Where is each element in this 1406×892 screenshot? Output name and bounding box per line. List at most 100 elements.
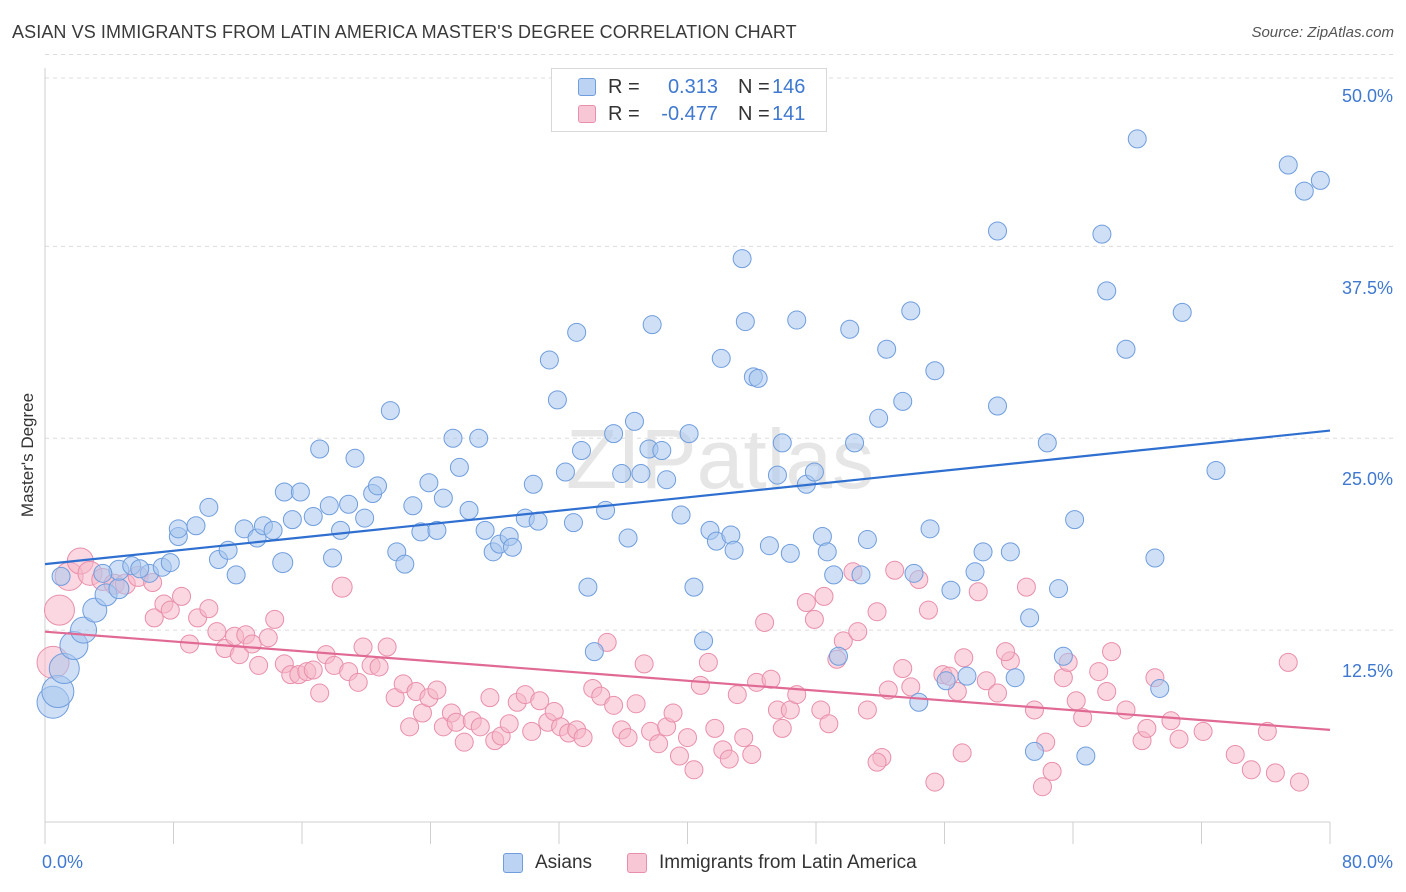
- latin-point: [727, 685, 747, 705]
- asian-point: [345, 448, 365, 468]
- asian-point: [427, 520, 447, 540]
- latin-point: [427, 680, 447, 700]
- asian-point: [160, 553, 180, 573]
- latin-point: [470, 717, 490, 737]
- asian-point: [547, 390, 567, 410]
- asian-point: [804, 462, 824, 482]
- asian-point: [528, 511, 548, 531]
- latin-point: [684, 760, 704, 780]
- latin-point: [867, 602, 887, 622]
- latin-point: [698, 652, 718, 672]
- asian-point: [694, 631, 714, 651]
- latin-point: [1066, 691, 1086, 711]
- asian-point: [567, 322, 587, 342]
- asian-point: [780, 543, 800, 563]
- asian-point: [1278, 155, 1298, 175]
- asian-point: [604, 424, 624, 444]
- latin-point: [1225, 744, 1245, 764]
- latin-point: [885, 560, 905, 580]
- latin-point: [772, 718, 792, 738]
- latin-point: [649, 734, 669, 754]
- asian-point: [1065, 510, 1085, 530]
- n-label: N =: [738, 102, 770, 125]
- asian-point: [988, 221, 1008, 241]
- legend-label-latin: Immigrants from Latin America: [659, 852, 917, 873]
- asian-point: [70, 616, 98, 644]
- asian-swatch: [578, 78, 596, 96]
- asian-point: [433, 488, 453, 508]
- asian-point: [767, 465, 787, 485]
- legend-item-asians[interactable]: Asians: [503, 852, 592, 874]
- series-legend: Asians Immigrants from Latin America: [0, 852, 1406, 878]
- asian-point: [901, 301, 921, 321]
- latin-point: [249, 655, 269, 675]
- r-value: 0.313: [667, 75, 718, 98]
- legend-label-asians: Asians: [535, 852, 593, 873]
- asian-point: [735, 312, 755, 332]
- latin-point: [1161, 711, 1181, 731]
- asian-point: [828, 646, 848, 666]
- latin-point: [1097, 682, 1117, 702]
- latin-point: [400, 717, 420, 737]
- latin-point: [918, 600, 938, 620]
- y-tick-37-5: 37.5%: [1341, 278, 1393, 298]
- asian-point: [130, 559, 150, 579]
- asian-point: [612, 464, 632, 484]
- y-tick-50: 50.0%: [1341, 86, 1393, 106]
- n-value: 146: [772, 75, 806, 98]
- asian-point: [226, 565, 246, 585]
- latin-point: [522, 721, 542, 741]
- asian-point: [563, 513, 583, 533]
- latin-point: [819, 714, 839, 734]
- latin-swatch: [578, 105, 596, 123]
- latin-point: [925, 772, 945, 792]
- latin-point: [893, 659, 913, 678]
- chart-title: ASIAN VS IMMIGRANTS FROM LATIN AMERICA M…: [12, 22, 797, 42]
- latin-point: [755, 612, 775, 632]
- latin-swatch: [627, 853, 647, 873]
- latin-point: [867, 752, 887, 772]
- latin-point: [878, 680, 898, 700]
- asian-point: [909, 692, 929, 712]
- asian-point: [459, 500, 479, 520]
- asian-point: [1097, 281, 1117, 301]
- stats-legend: R = 0.313 N = 146 R = -0.477 N = 141: [551, 68, 827, 132]
- asian-point: [449, 457, 469, 477]
- legend-item-latin[interactable]: Immigrants from Latin America: [627, 852, 917, 874]
- latin-point: [742, 744, 762, 764]
- asian-point: [310, 439, 330, 459]
- latin-point: [199, 599, 219, 619]
- asian-point: [618, 528, 638, 548]
- latin-point: [604, 695, 624, 715]
- asian-point: [732, 249, 752, 269]
- asian-point: [395, 554, 415, 574]
- asian-point: [1127, 129, 1147, 149]
- asian-point: [840, 319, 860, 339]
- latin-point: [996, 642, 1016, 662]
- latin-point: [1089, 662, 1109, 682]
- latin-point: [634, 654, 654, 674]
- latin-point: [988, 683, 1008, 703]
- asian-point: [1116, 339, 1136, 359]
- asian-point: [684, 577, 704, 597]
- latin-point: [968, 582, 988, 602]
- latin-point: [1042, 761, 1062, 781]
- r-value: -0.477: [661, 102, 718, 125]
- trend-lines: [44, 429, 1331, 731]
- latin-point: [207, 622, 227, 642]
- asian-point: [748, 368, 768, 388]
- latin-point: [310, 683, 330, 703]
- asian-point: [290, 482, 310, 502]
- asian-point: [108, 578, 130, 600]
- latin-point: [573, 728, 593, 748]
- asian-point: [1000, 542, 1020, 562]
- asian-point: [186, 516, 206, 536]
- asian-point: [957, 666, 977, 686]
- asian-point: [973, 542, 993, 562]
- latin-point: [901, 677, 921, 697]
- source-label: Source: ZipAtlas.com: [1251, 24, 1394, 41]
- latin-point: [1265, 763, 1285, 783]
- latin-point: [1241, 760, 1261, 780]
- latin-point: [1193, 721, 1213, 741]
- asian-point: [319, 496, 339, 516]
